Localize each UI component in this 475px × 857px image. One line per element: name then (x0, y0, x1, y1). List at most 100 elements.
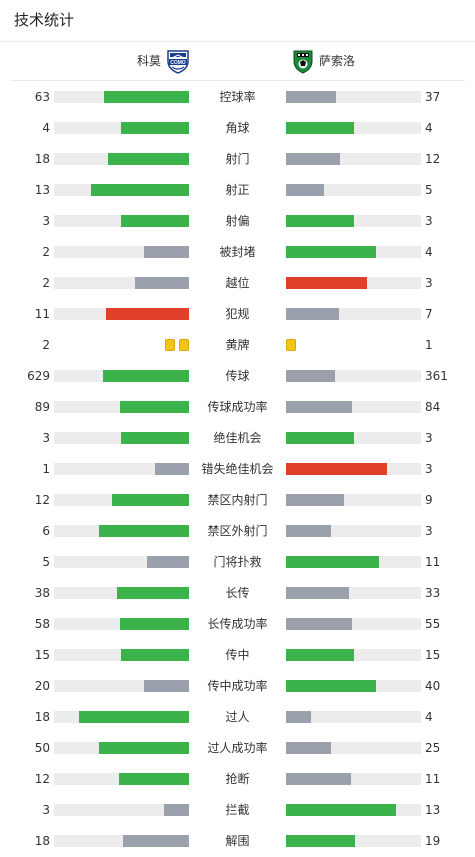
away-stat-bar-track (286, 525, 421, 537)
home-stat-bar-track (54, 711, 189, 723)
stat-label: 传球成功率 (207, 400, 268, 414)
home-stat-bar-track (54, 153, 189, 165)
home-yellow-cards (163, 339, 189, 351)
home-stat-value: 50 (34, 741, 50, 755)
home-stat-value: 5 (42, 555, 50, 569)
stat-label: 射偏 (225, 214, 250, 228)
title-divider (0, 41, 475, 42)
stat-label: 抢断 (225, 772, 250, 786)
stat-row: 18 解围 19 (0, 825, 475, 856)
stat-label: 过人 (225, 710, 250, 724)
home-stat-value: 4 (42, 121, 50, 135)
away-stat-bar (286, 153, 340, 165)
away-stat-value: 25 (425, 741, 441, 755)
away-stat-value: 3 (425, 524, 433, 538)
stat-row: 18 射门 12 (0, 143, 475, 174)
home-stat-value: 2 (42, 245, 50, 259)
away-stat-value: 11 (425, 555, 441, 569)
stat-label: 角球 (225, 121, 250, 135)
away-stat-value: 13 (425, 803, 441, 817)
home-stat-bar-track (54, 432, 189, 444)
away-stat-bar (286, 215, 354, 227)
home-stat-value: 11 (34, 307, 50, 321)
home-stat-bar (99, 525, 189, 537)
stat-label: 传球 (225, 369, 250, 383)
home-stat-bar-track (54, 184, 189, 196)
away-stat-bar-track (286, 277, 421, 289)
away-stat-bar (286, 308, 339, 320)
away-stat-bar-track (286, 370, 421, 382)
away-stat-value: 55 (425, 617, 441, 631)
home-stat-value: 63 (34, 90, 50, 104)
home-stat-value: 3 (42, 431, 50, 445)
away-stat-bar (286, 432, 354, 444)
home-stat-bar (121, 649, 189, 661)
home-stat-bar (119, 773, 189, 785)
stat-row: 18 过人 4 (0, 701, 475, 732)
home-stat-value: 629 (27, 369, 50, 383)
home-stat-value: 3 (42, 803, 50, 817)
away-stat-bar-track (286, 804, 421, 816)
away-stat-bar (286, 91, 336, 103)
away-stat-bar (286, 401, 352, 413)
stat-row: 38 长传 33 (0, 577, 475, 608)
away-stat-value: 3 (425, 431, 433, 445)
stat-label: 传中 (225, 648, 250, 662)
home-stat-bar-track (54, 618, 189, 630)
home-stat-bar-track (54, 804, 189, 816)
away-stat-bar-track (286, 680, 421, 692)
home-stat-bar (106, 308, 189, 320)
yellow-card-icon (179, 339, 189, 351)
home-stat-bar-track (54, 215, 189, 227)
away-stat-bar (286, 680, 376, 692)
home-stat-bar-track (54, 680, 189, 692)
sassuolo-crest-icon (290, 48, 316, 74)
away-stat-bar-track (286, 711, 421, 723)
away-stat-value: 5 (425, 183, 433, 197)
stat-row: 12 抢断 11 (0, 763, 475, 794)
stat-row: 6 禁区外射门 3 (0, 515, 475, 546)
away-stat-bar (286, 184, 324, 196)
stat-row: 13 射正 5 (0, 174, 475, 205)
stat-row: 89 传球成功率 84 (0, 391, 475, 422)
away-stat-value: 7 (425, 307, 433, 321)
away-stat-value: 15 (425, 648, 441, 662)
away-stat-value: 3 (425, 214, 433, 228)
stat-label: 绝佳机会 (213, 431, 262, 445)
stat-label: 越位 (225, 276, 250, 290)
stat-row: 3 绝佳机会 3 (0, 422, 475, 453)
stat-row: 3 拦截 13 (0, 794, 475, 825)
stat-label: 传中成功率 (207, 679, 268, 693)
away-stat-value: 4 (425, 121, 433, 135)
away-team-name: 萨索洛 (319, 54, 356, 68)
home-stat-value: 18 (34, 152, 50, 166)
home-stat-bar (120, 401, 189, 413)
home-stat-value: 12 (34, 772, 50, 786)
home-stat-bar-track (54, 308, 189, 320)
home-stat-bar (99, 742, 189, 754)
home-stat-bar (104, 91, 189, 103)
home-stat-value: 13 (34, 183, 50, 197)
away-stat-bar (286, 370, 335, 382)
away-stat-bar-track (286, 401, 421, 413)
header-divider (10, 80, 465, 81)
stat-row: 12 禁区内射门 9 (0, 484, 475, 515)
como-logo-text: COMO (170, 60, 186, 66)
stat-row: 2 被封堵 4 (0, 236, 475, 267)
stat-row: 1 错失绝佳机会 3 (0, 453, 475, 484)
home-stat-bar (112, 494, 189, 506)
away-stat-bar-track (286, 308, 421, 320)
stat-label: 拦截 (225, 803, 250, 817)
home-stat-bar (144, 246, 189, 258)
stat-row: 58 长传成功率 55 (0, 608, 475, 639)
away-stat-value: 37 (425, 90, 441, 104)
away-stat-value: 19 (425, 834, 441, 848)
away-stat-bar-track (286, 494, 421, 506)
home-stat-bar (144, 680, 189, 692)
stats-table: 63 控球率 37 4 角球 4 18 射门 12 13 射正 5 3 射偏 3 2 被封堵 4 2 越位 3 11 犯规 7… (0, 81, 475, 856)
home-stat-bar-track (54, 246, 189, 258)
home-stat-bar (155, 463, 189, 475)
stat-row: 2 黄牌 1 (0, 329, 475, 360)
away-stat-value: 4 (425, 245, 433, 259)
away-stat-bar-track (286, 432, 421, 444)
